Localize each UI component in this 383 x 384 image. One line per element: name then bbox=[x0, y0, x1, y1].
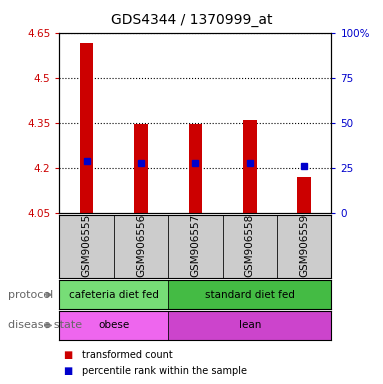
Text: disease state: disease state bbox=[8, 320, 82, 331]
Text: standard diet fed: standard diet fed bbox=[205, 290, 295, 300]
Text: GSM906557: GSM906557 bbox=[190, 214, 200, 277]
Bar bbox=[168, 215, 223, 278]
Text: GSM906559: GSM906559 bbox=[299, 214, 309, 277]
Bar bbox=[59, 311, 168, 340]
Bar bbox=[277, 215, 331, 278]
Bar bbox=[114, 215, 168, 278]
Text: cafeteria diet fed: cafeteria diet fed bbox=[69, 290, 159, 300]
Bar bbox=[134, 124, 148, 213]
Bar bbox=[59, 215, 114, 278]
Text: GSM906555: GSM906555 bbox=[82, 214, 92, 277]
Text: GSM906558: GSM906558 bbox=[245, 214, 255, 277]
Text: lean: lean bbox=[239, 320, 261, 331]
Text: percentile rank within the sample: percentile rank within the sample bbox=[82, 366, 247, 376]
Text: protocol: protocol bbox=[8, 290, 53, 300]
Bar bbox=[243, 120, 257, 213]
Bar bbox=[297, 177, 311, 213]
Text: obese: obese bbox=[98, 320, 129, 331]
Bar bbox=[188, 124, 202, 213]
Bar bbox=[59, 280, 168, 309]
Text: ■: ■ bbox=[63, 366, 72, 376]
Text: transformed count: transformed count bbox=[82, 350, 173, 360]
Text: GSM906556: GSM906556 bbox=[136, 214, 146, 277]
Text: ■: ■ bbox=[63, 350, 72, 360]
Bar bbox=[80, 43, 93, 213]
Bar bbox=[168, 311, 331, 340]
Bar bbox=[168, 280, 331, 309]
Bar bbox=[223, 215, 277, 278]
Text: GDS4344 / 1370999_at: GDS4344 / 1370999_at bbox=[111, 13, 272, 27]
